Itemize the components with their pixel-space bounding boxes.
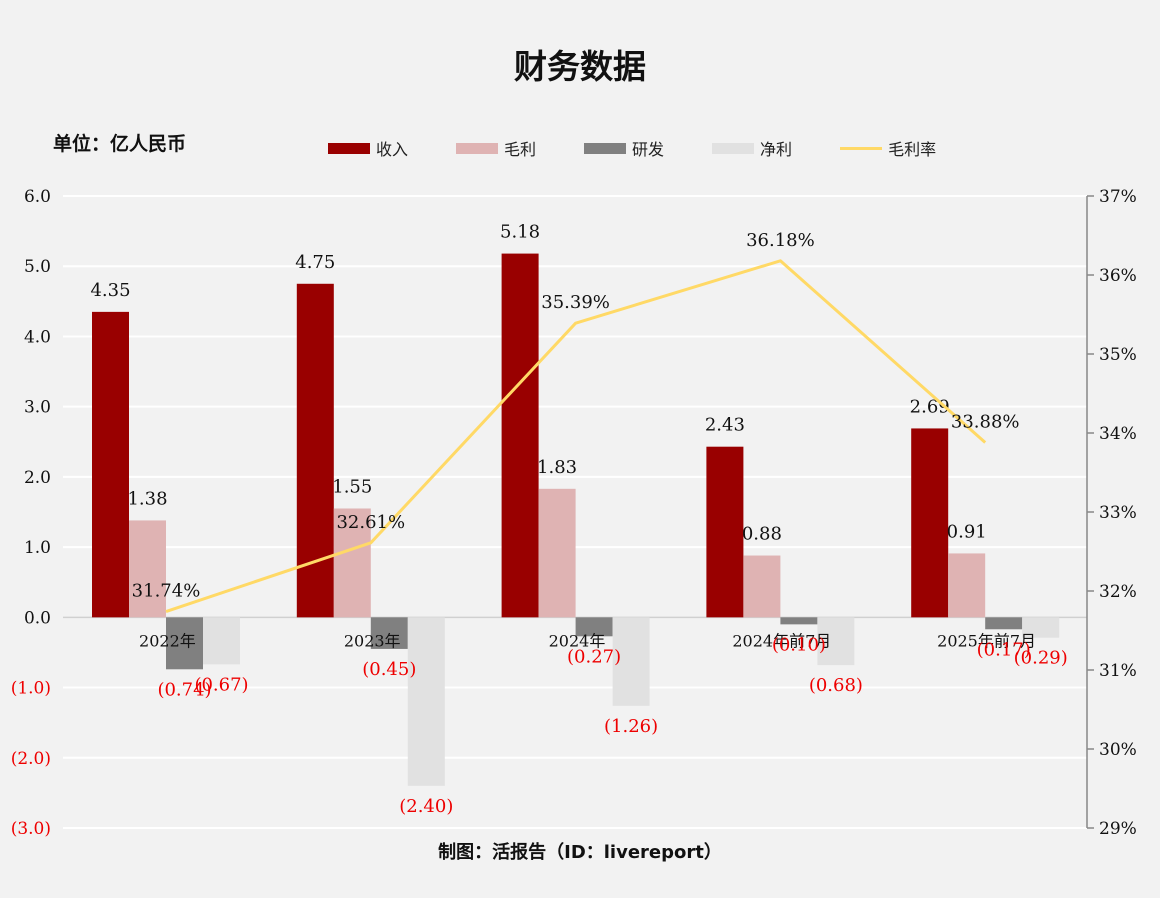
bar-rnd — [780, 617, 818, 625]
y-right-tick-label: 31% — [1099, 661, 1137, 681]
data-label-gross-profit: 1.83 — [537, 457, 577, 478]
data-label-gross-profit: 1.38 — [127, 488, 167, 509]
bar-gross-profit — [129, 520, 166, 618]
bar-net-profit — [817, 617, 855, 666]
data-label-gross-margin: 35.39% — [541, 292, 610, 313]
bar-net-profit — [203, 617, 240, 665]
y-left-tick-label: 5.0 — [24, 257, 51, 277]
y-left-tick-label: 3.0 — [24, 398, 51, 418]
legend-swatch-revenue — [328, 142, 370, 154]
legend-swatch-gross-margin — [840, 146, 883, 150]
data-label-revenue: 4.75 — [295, 252, 335, 273]
chart-title: 财务数据 — [514, 47, 646, 86]
x-category-label: 2022年 — [139, 631, 196, 650]
y-right-tick-label: 35% — [1099, 345, 1137, 365]
legend-item-gross-profit: 毛利 — [456, 136, 536, 160]
data-label-net-profit: (0.67) — [194, 674, 248, 695]
data-label-net-profit: (0.29) — [1014, 648, 1068, 669]
y-right-tick-label: 33% — [1099, 503, 1137, 523]
legend-swatch-gross-profit — [456, 142, 499, 154]
data-label-revenue: 4.35 — [90, 280, 130, 301]
y-left-tick-label: 0.0 — [24, 608, 51, 628]
bar-net-profit — [407, 617, 445, 786]
bar-revenue — [911, 428, 949, 618]
data-label-gross-profit: 1.55 — [332, 476, 372, 497]
data-label-gross-profit: 0.91 — [947, 521, 987, 542]
bar-rnd — [370, 617, 408, 649]
bar-gross-profit — [333, 508, 371, 618]
bar-gross-profit — [538, 488, 576, 618]
bar-rnd — [985, 617, 1023, 630]
bar-revenue — [92, 311, 129, 618]
data-label-rnd: (0.45) — [362, 659, 416, 680]
bar-revenue — [706, 446, 744, 618]
data-label-rnd: (0.17) — [977, 639, 1031, 660]
y-left-tick-label: 2.0 — [24, 468, 51, 488]
y-left-tick-label: (1.0) — [11, 679, 51, 699]
y-right-tick-label: 34% — [1099, 424, 1137, 444]
bar-net-profit — [612, 617, 650, 706]
y-left-tick-label: (2.0) — [11, 749, 51, 769]
x-category-label: 2024年前7月 — [732, 631, 831, 650]
data-label-gross-margin: 33.88% — [951, 411, 1020, 432]
data-label-rnd: (0.10) — [772, 634, 826, 655]
data-label-gross-margin: 32.61% — [336, 512, 405, 533]
data-label-net-profit: (1.26) — [604, 716, 658, 737]
x-category-label: 2025年前7月 — [937, 631, 1036, 650]
data-label-rnd: (0.74) — [157, 679, 211, 700]
y-right-tick-label: 29% — [1099, 819, 1137, 839]
bar-gross-profit — [743, 555, 781, 618]
y-right-tick-label: 37% — [1099, 187, 1137, 207]
bar-gross-profit — [948, 553, 986, 618]
line-gross-margin — [165, 259, 987, 613]
footer-credit: 制图：活报告（ID：livereport） — [438, 842, 722, 863]
data-label-gross-margin: 31.74% — [132, 581, 201, 602]
data-label-revenue: 5.18 — [500, 222, 540, 243]
legend-label-revenue: 收入 — [376, 140, 409, 159]
legend-item-rnd: 研发 — [584, 136, 664, 160]
x-category-label: 2023年 — [344, 631, 401, 650]
y-right-tick-label: 30% — [1099, 740, 1137, 760]
legend-item-revenue: 收入 — [328, 136, 408, 160]
data-label-net-profit: (2.40) — [399, 796, 453, 817]
bar-revenue — [501, 253, 539, 618]
legend: 收入 毛利 研发 净利 毛利率 — [328, 137, 984, 159]
legend-item-net-profit: 净利 — [712, 136, 792, 160]
legend-label-rnd: 研发 — [632, 140, 665, 159]
data-label-rnd: (0.27) — [567, 646, 621, 667]
y-left-tick-label: 4.0 — [24, 327, 51, 347]
data-label-gross-profit: 0.88 — [742, 524, 782, 545]
y-left-tick-label: 6.0 — [24, 187, 51, 207]
bar-rnd — [575, 617, 613, 637]
data-label-gross-margin: 36.18% — [746, 230, 815, 251]
data-label-revenue: 2.43 — [705, 415, 745, 436]
y-right-tick-label: 36% — [1099, 266, 1137, 286]
y-left-tick-label: 1.0 — [24, 538, 51, 558]
legend-swatch-net-profit — [712, 142, 755, 154]
legend-swatch-rnd — [584, 142, 627, 154]
bar-rnd — [166, 617, 203, 670]
legend-label-net-profit: 净利 — [760, 140, 793, 159]
unit-label: 单位：亿人民币 — [53, 133, 187, 155]
y-right-tick-label: 32% — [1099, 582, 1137, 602]
data-label-net-profit: (0.68) — [809, 675, 863, 696]
legend-label-gross-margin: 毛利率 — [888, 140, 937, 159]
legend-label-gross-profit: 毛利 — [504, 140, 537, 159]
legend-item-gross-margin: 毛利率 — [840, 136, 936, 160]
y-left-tick-label: (3.0) — [11, 819, 51, 839]
x-category-label: 2024年 — [549, 631, 606, 650]
bar-net-profit — [1022, 617, 1060, 638]
